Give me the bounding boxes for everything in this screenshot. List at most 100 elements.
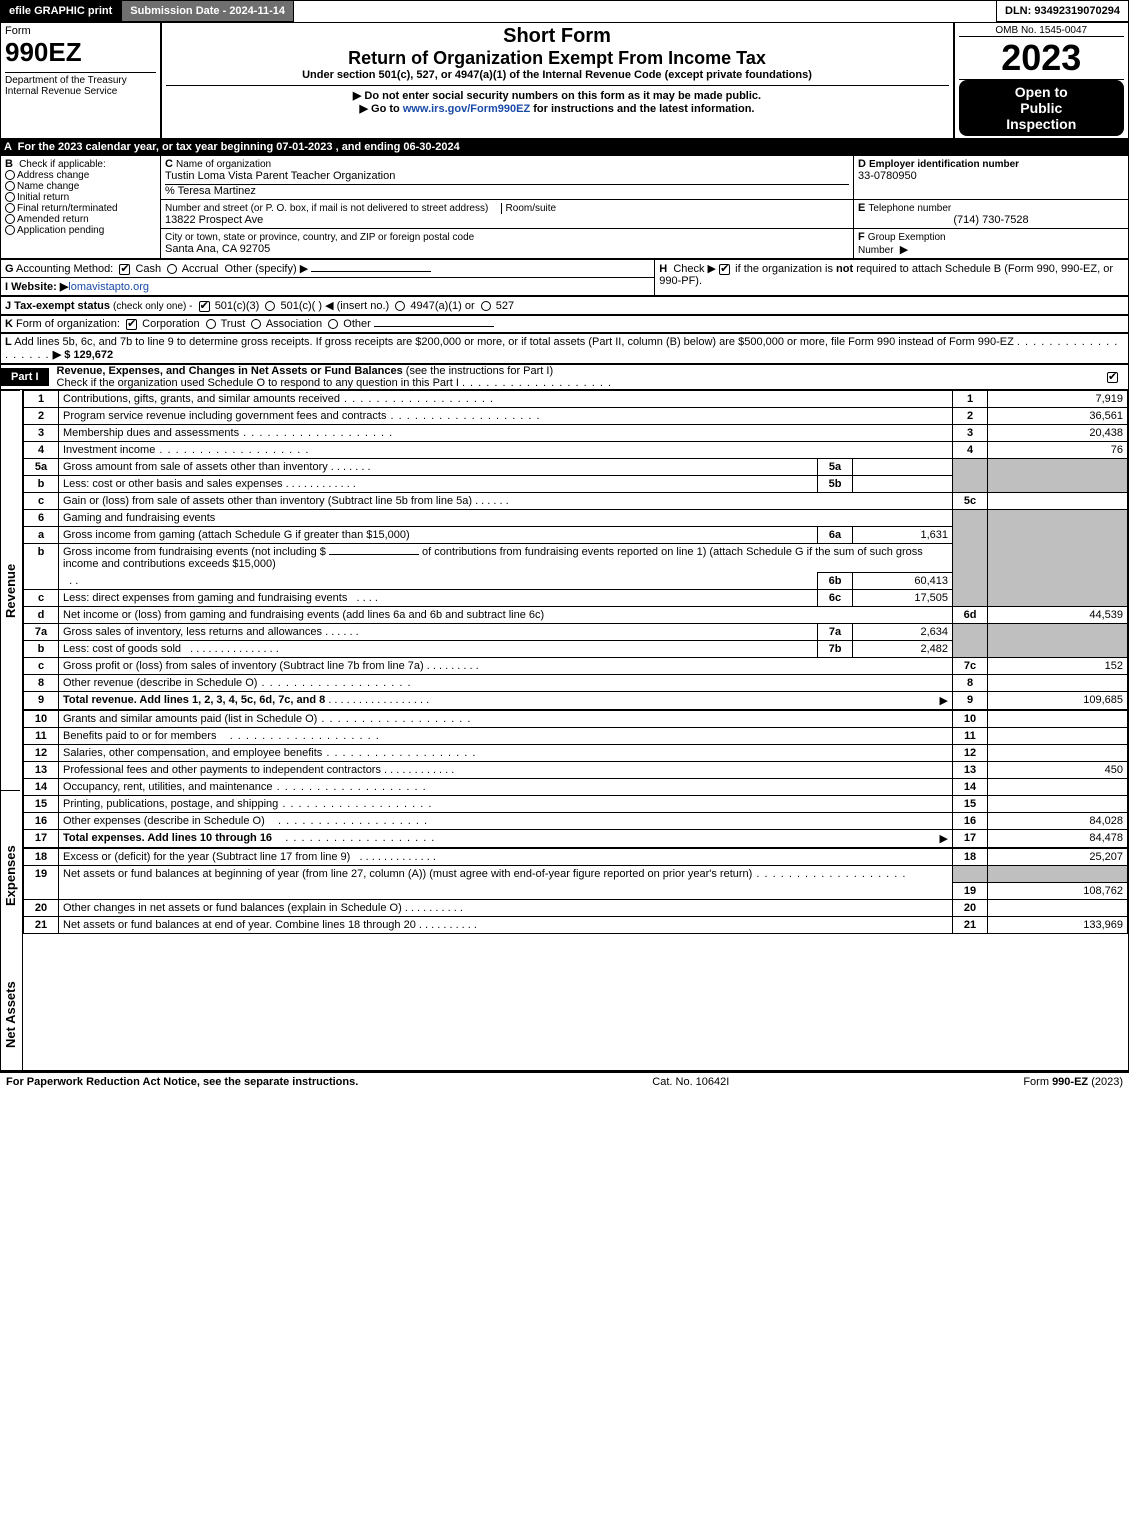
street-label: Number and street (or P. O. box, if mail… [165,203,488,214]
footer-left: For Paperwork Reduction Act Notice, see … [6,1076,358,1088]
city-label: City or town, state or province, country… [165,232,474,243]
line-6b: bGross income from fundraising events (n… [24,544,1128,573]
line-15: 15Printing, publications, postage, and s… [24,796,1128,813]
top-bar: efile GRAPHIC print Submission Date - 20… [0,0,1129,22]
other-org-radio[interactable] [328,319,338,329]
name-change-radio[interactable] [5,181,15,191]
name-change-label: Name change [17,181,79,192]
section-l: L Add lines 5b, 6c, and 7b to line 9 to … [1,334,1129,364]
warn-1: ▶ Do not enter social security numbers o… [166,85,949,102]
revenue-side-label: Revenue [1,390,20,790]
line-5c: cGain or (loss) from sale of assets othe… [24,493,1128,510]
527-radio[interactable] [481,301,491,311]
part-1-title: Revenue, Expenses, and Changes in Net As… [57,365,403,377]
section-a: A For the 2023 calendar year, or tax yea… [0,139,1129,155]
gross-receipts: ▶ $ 129,672 [53,349,113,361]
g-h-block: G Accounting Method: Cash Accrual Other … [0,259,1129,296]
e-label: Telephone number [868,203,951,214]
h-not: not [836,263,853,275]
open-to-public: Open toPublicInspection [959,80,1125,136]
line-4: 4Investment income476 [24,442,1128,459]
ein: 33-0780950 [858,170,917,182]
cash-checkbox[interactable] [119,264,130,275]
h-text2: if the organization is [735,263,836,275]
form-word: Form [5,25,156,37]
app-pending-label: Application pending [17,225,104,236]
line-18: 18Excess or (deficit) for the year (Subt… [24,848,1128,866]
corp-checkbox[interactable] [126,319,137,330]
501c-radio[interactable] [265,301,275,311]
schedule-o-checkbox[interactable] [1107,372,1118,383]
amended-radio[interactable] [5,214,15,224]
line-19: 19Net assets or fund balances at beginni… [24,866,1128,883]
line-2: 2Program service revenue including gover… [24,408,1128,425]
line-13: 13Professional fees and other payments t… [24,762,1128,779]
submission-date: Submission Date - 2024-11-14 [121,0,294,22]
identity-block: B Check if applicable: Address change Na… [0,155,1129,259]
line-8: 8Other revenue (describe in Schedule O)8 [24,675,1128,692]
dln: DLN: 93492319070294 [996,0,1129,22]
line-5a: 5aGross amount from sale of assets other… [24,459,1128,476]
website-link[interactable]: lomavistapto.org [68,281,149,293]
title-short-form: Short Form [166,25,949,48]
final-return-label: Final return/terminated [17,203,118,214]
netassets-side-label: Net Assets [1,960,20,1070]
h-text1: Check ▶ [673,263,716,275]
line-14: 14Occupancy, rent, utilities, and mainte… [24,779,1128,796]
line-6b-val: . .6b60,413 [24,573,1128,590]
g-label: Accounting Method: [16,263,113,275]
line-5b: bLess: cost or other basis and sales exp… [24,476,1128,493]
line-11: 11Benefits paid to or for members 11 [24,728,1128,745]
accrual-radio[interactable] [167,264,177,274]
warn-2: ▶ Go to www.irs.gov/Form990EZ for instru… [166,102,949,115]
city: Santa Ana, CA 92705 [165,243,270,255]
line-7a: 7aGross sales of inventory, less returns… [24,624,1128,641]
f-arrow: ▶ [900,244,908,256]
cash-label: Cash [135,263,161,275]
501c3-checkbox[interactable] [199,301,210,312]
omb: OMB No. 1545-0047 [959,25,1125,36]
org-name: Tustin Loma Vista Parent Teacher Organiz… [165,170,395,182]
line-12: 12Salaries, other compensation, and empl… [24,745,1128,762]
tax-year: 2023 [959,36,1125,80]
section-j: J Tax-exempt status (check only one) - 5… [1,297,1129,315]
accrual-label: Accrual [182,263,219,275]
assoc-radio[interactable] [251,319,261,329]
section-k: K Form of organization: Corporation Trus… [1,316,1129,333]
header-block: Form 990EZ Department of the TreasuryInt… [0,22,1129,139]
form-number: 990EZ [5,37,156,68]
room-label: Room/suite [501,203,557,214]
line-6d: dNet income or (loss) from gaming and fu… [24,607,1128,624]
addr-change-radio[interactable] [5,170,15,180]
title-return: Return of Organization Exempt From Incom… [166,48,949,69]
part-1-check: Check if the organization used Schedule … [57,377,459,389]
section-b-label: B Check if applicable: [5,158,156,170]
irs-link[interactable]: www.irs.gov/Form990EZ [403,103,530,115]
line-3: 3Membership dues and assessments320,438 [24,425,1128,442]
efile-print-button[interactable]: efile GRAPHIC print [0,0,121,22]
final-return-radio[interactable] [5,203,15,213]
h-checkbox[interactable] [719,264,730,275]
initial-return-radio[interactable] [5,192,15,202]
line-6: 6Gaming and fundraising events [24,510,1128,527]
line-7b: bLess: cost of goods sold . . . . . . . … [24,641,1128,658]
c-label: Name of organization [176,159,271,170]
line-6a: aGross income from gaming (attach Schedu… [24,527,1128,544]
line-6c: cLess: direct expenses from gaming and f… [24,590,1128,607]
part-1-label: Part I [1,368,49,386]
line-10: 10Grants and similar amounts paid (list … [24,710,1128,728]
line-20: 20Other changes in net assets or fund ba… [24,899,1128,916]
part-1-note: (see the instructions for Part I) [406,365,553,377]
care-of: % Teresa Martinez [165,184,849,197]
subtitle: Under section 501(c), 527, or 4947(a)(1)… [166,69,949,81]
trust-radio[interactable] [206,319,216,329]
d-label: Employer identification number [869,159,1019,170]
line-16: 16Other expenses (describe in Schedule O… [24,813,1128,830]
footer: For Paperwork Reduction Act Notice, see … [0,1071,1129,1091]
footer-form: Form 990-EZ (2023) [1023,1076,1123,1088]
line-21: 21Net assets or fund balances at end of … [24,916,1128,933]
app-pending-radio[interactable] [5,225,15,235]
amended-label: Amended return [17,214,89,225]
expenses-side-label: Expenses [1,790,20,960]
4947-radio[interactable] [395,301,405,311]
